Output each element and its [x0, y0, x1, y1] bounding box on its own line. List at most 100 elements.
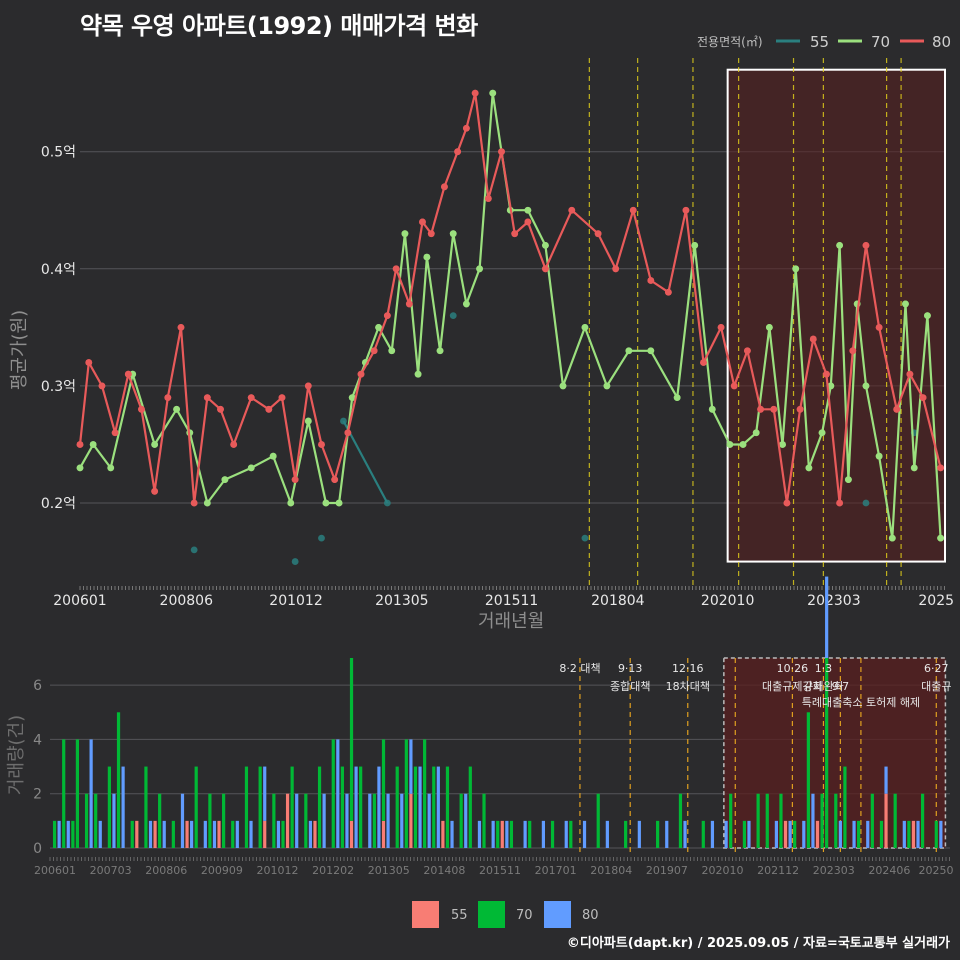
price-point-80: [247, 394, 255, 402]
volume-bar-70: [194, 766, 198, 848]
price-point-70: [151, 441, 159, 448]
volume-bar-55: [153, 820, 157, 848]
volume-bar-80: [400, 793, 404, 848]
volume-bar-55: [217, 820, 221, 848]
volume-x-tick-label: 201012: [257, 864, 299, 877]
volume-bar-70: [825, 658, 829, 848]
price-point-70: [647, 347, 655, 355]
price-point-80: [370, 347, 378, 355]
volume-bar-70: [290, 766, 294, 848]
volume-bar-70: [756, 793, 760, 848]
legend-vol-70-label: 70: [516, 908, 533, 923]
price-point-80: [138, 405, 145, 413]
price-x-tick-label: 202303: [807, 593, 860, 609]
volume-bar-70: [317, 766, 322, 848]
policy-annotation-date: 9·13: [618, 662, 643, 675]
price-axis: 200601 200806 201012 201305 201511 201804 2020…: [53, 586, 954, 609]
volume-bar-70: [806, 712, 810, 848]
source-footer: ©디아파트(dapt.kr) / 2025.09.05 / 자료=국토교통부 실…: [566, 936, 950, 951]
volume-bar-55: [815, 820, 820, 848]
price-line-55: [342, 420, 389, 504]
price-point-80: [757, 405, 764, 413]
legend-vol-55-swatch: [412, 901, 439, 928]
volume-bar-70: [893, 793, 897, 848]
volume-bar-70: [340, 766, 344, 848]
volume-bar-80: [939, 820, 943, 848]
volume-bar-70: [349, 658, 354, 821]
volume-bar-80: [464, 793, 468, 848]
volume-bar-70: [857, 820, 861, 848]
volume-bar-55: [185, 820, 189, 848]
volume-bar-70: [834, 793, 838, 848]
price-point-80: [809, 335, 817, 343]
price-point-80: [783, 499, 791, 507]
volume-bar-80: [505, 820, 509, 848]
price-point-80: [427, 230, 435, 238]
volume-bar-80: [322, 793, 326, 848]
volume-y-tick-label: 2: [33, 787, 42, 803]
policy-annotation-label: 종합대책: [610, 680, 650, 693]
price-point-80: [278, 394, 286, 402]
price-x-tick-label: 201305: [375, 593, 428, 609]
volume-bar-80: [263, 766, 267, 821]
policy-annotations: 8·2 대책 9·13 종합대책 12·16 18차대책 10·26 대출규제강화 1·3 규제…: [559, 662, 951, 709]
price-point-70: [818, 429, 826, 437]
volume-bar-80: [582, 820, 587, 848]
volume-bar-70: [381, 739, 386, 821]
price-point-80: [471, 89, 479, 97]
price-point-70: [476, 265, 483, 273]
price-point-70: [603, 382, 611, 390]
policy-annotation-label: 대출규: [921, 680, 951, 693]
volume-bar-55: [911, 820, 916, 848]
volume-bar-80: [336, 739, 340, 848]
price-point-70: [423, 253, 431, 261]
price-x-tick-label: 200601: [53, 593, 106, 609]
price-point-70: [875, 452, 883, 460]
price-point-70: [335, 499, 343, 507]
volume-bar-55: [285, 793, 290, 848]
price-point-80: [462, 124, 470, 132]
volume-bar-55: [884, 793, 888, 848]
price-point-70: [247, 464, 255, 472]
volume-bar-80: [162, 820, 166, 848]
volume-bar-80: [212, 820, 217, 848]
volume-bar-80: [825, 576, 829, 658]
price-point-70: [708, 405, 716, 413]
price-point-70: [726, 441, 734, 448]
volume-bar-80: [788, 820, 792, 848]
volume-bar-80: [477, 820, 482, 848]
price-point-70: [862, 382, 870, 390]
volume-bar-80: [852, 820, 856, 848]
volume-bar-80: [884, 766, 888, 794]
volume-bar-70: [843, 766, 847, 848]
price-point-70: [902, 300, 909, 308]
volume-bar-70: [482, 793, 486, 848]
price-point-80: [304, 382, 312, 390]
volume-bar-70: [656, 820, 660, 848]
volume-bar-80: [89, 739, 93, 848]
price-point-80: [862, 241, 870, 249]
price-point-80: [177, 323, 185, 331]
price-point-80: [484, 195, 492, 202]
price-point-80: [164, 394, 172, 402]
volume-bar-70: [870, 793, 874, 848]
price-point-70: [559, 382, 567, 390]
policy-annotation-date: 8·2 대책: [559, 662, 600, 675]
volume-bar-80: [148, 820, 153, 848]
volume-bar-70: [432, 766, 436, 848]
price-y-tick-label: 0.2억: [41, 496, 76, 512]
price-point-80: [190, 499, 198, 507]
price-point-80: [318, 441, 325, 448]
volume-bar-70: [596, 793, 600, 848]
price-x-tick-label: 201511: [485, 593, 538, 609]
legend-80-label: 80: [932, 33, 951, 51]
volume-bar-70: [222, 793, 226, 848]
volume-y-axis-title: 거래량(건): [6, 715, 27, 795]
legend-vol-80-swatch: [544, 901, 571, 928]
volume-bar-80: [637, 820, 641, 848]
price-legend: 전용면적(㎡) 55 70 80: [697, 33, 951, 51]
volume-bar-80: [386, 793, 390, 848]
volume-bar-70: [231, 820, 235, 848]
price-point-80: [682, 206, 690, 214]
volume-bar-70: [171, 820, 175, 848]
